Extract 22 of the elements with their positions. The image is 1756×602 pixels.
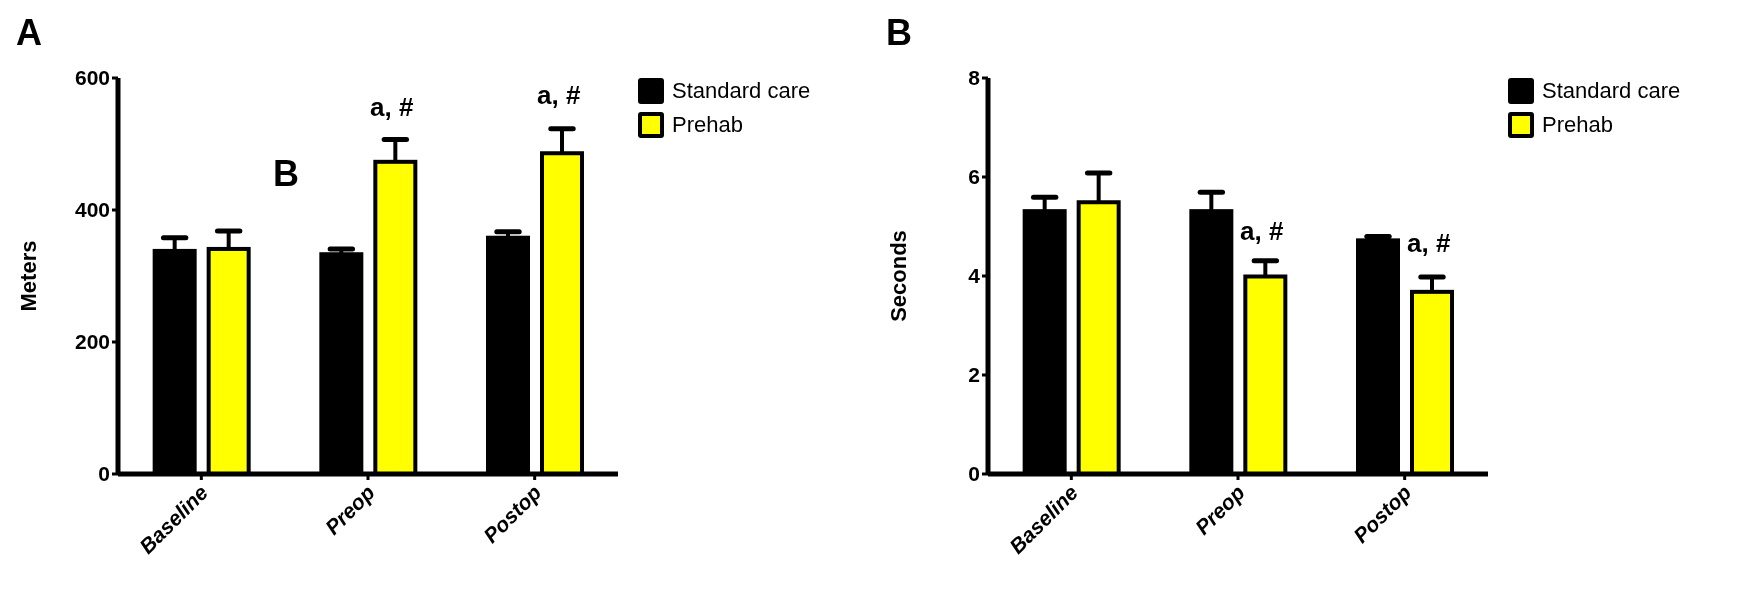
legend-label: Prehab — [1542, 112, 1613, 138]
y-tick-label: 8 — [968, 66, 981, 90]
y-tick-label: 2 — [968, 363, 980, 387]
legend-label: Standard care — [1542, 78, 1681, 104]
annotation: a, # — [370, 92, 414, 123]
y-axis-title: Meters — [15, 240, 41, 312]
y-tick-label: 0 — [98, 462, 110, 486]
y-tick-label: 0 — [968, 462, 980, 486]
annotation: a, # — [1407, 228, 1451, 259]
annotation: B — [273, 153, 299, 195]
annotation: a, # — [537, 80, 581, 111]
y-tick-label: 6 — [968, 165, 980, 189]
y-tick-label: 400 — [74, 198, 110, 222]
y-axis-title: Seconds — [885, 230, 911, 322]
legend-label: Prehab — [672, 112, 743, 138]
y-tick-label: 4 — [968, 264, 981, 288]
y-tick-label: 200 — [74, 330, 110, 354]
chart-title: B — [886, 12, 912, 54]
y-tick-label: 600 — [74, 66, 110, 90]
chart-title: A — [16, 12, 42, 54]
legend-label: Standard care — [672, 78, 811, 104]
annotation: a, # — [1240, 216, 1284, 247]
